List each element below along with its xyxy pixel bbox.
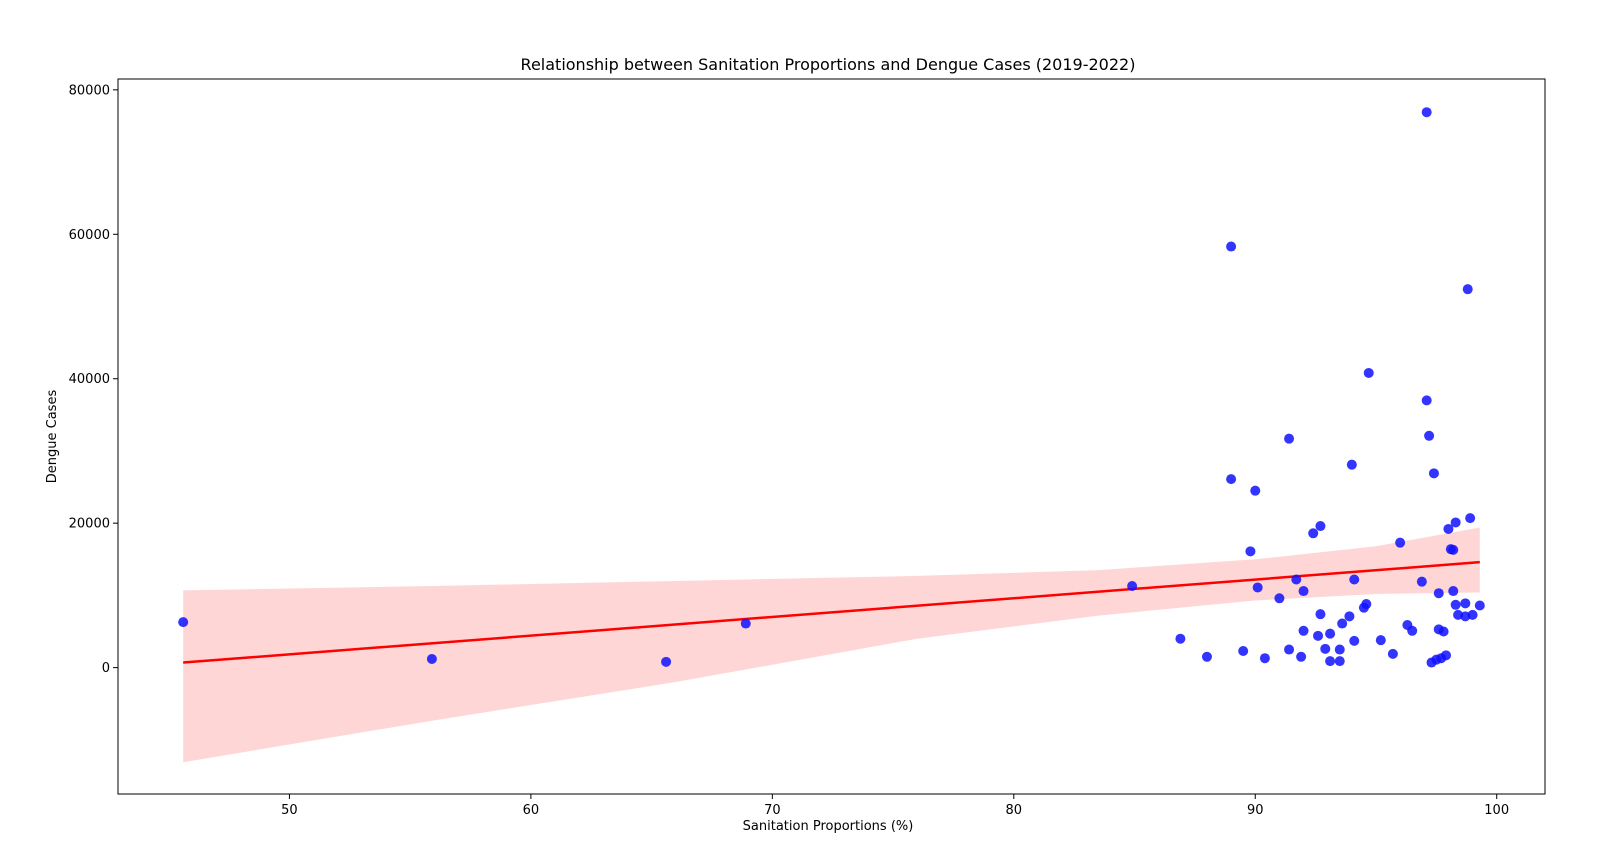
x-tick-label: 100 <box>1484 803 1509 818</box>
y-axis-ticks: 0 20000 40000 60000 80000 <box>69 83 118 676</box>
data-point <box>1226 474 1237 485</box>
y-axis-label: Dengue Cases <box>45 390 60 484</box>
data-point <box>1296 651 1307 662</box>
y-tick-label: 80000 <box>69 83 110 98</box>
data-point <box>1428 468 1439 479</box>
data-point <box>1298 625 1309 636</box>
data-point <box>1334 656 1345 667</box>
data-point <box>1448 544 1459 555</box>
data-point <box>1438 626 1449 637</box>
data-point <box>1284 433 1295 444</box>
data-point <box>1238 646 1249 656</box>
confidence-band <box>183 527 1480 763</box>
y-tick-label: 20000 <box>69 517 110 532</box>
x-axis-ticks: 50 60 70 80 90 100 <box>281 794 1509 818</box>
data-points-layer <box>178 107 1485 668</box>
data-point <box>1462 284 1473 295</box>
data-point <box>1387 648 1398 659</box>
data-point <box>1175 633 1186 644</box>
data-point <box>1315 609 1326 620</box>
data-point <box>1433 588 1444 599</box>
data-point <box>1474 600 1485 611</box>
data-point <box>1395 537 1406 548</box>
data-point <box>1308 528 1319 539</box>
x-tick-label: 50 <box>281 803 298 818</box>
y-tick-label: 60000 <box>69 228 110 243</box>
data-point <box>1315 521 1326 532</box>
regression-line <box>183 560 1480 664</box>
data-point <box>1250 485 1261 496</box>
data-point <box>1375 635 1386 646</box>
data-point <box>178 617 189 628</box>
data-point <box>1201 651 1212 662</box>
data-point <box>1344 611 1355 622</box>
data-point <box>1127 581 1138 591</box>
data-point <box>1460 598 1471 609</box>
x-tick-label: 80 <box>1006 803 1023 818</box>
data-point <box>1421 107 1432 118</box>
data-point <box>1298 586 1309 597</box>
data-point <box>1334 644 1345 655</box>
data-point <box>1361 599 1372 610</box>
data-point <box>1346 459 1357 470</box>
chart-title: Relationship between Sanitation Proporti… <box>521 55 1136 74</box>
data-point <box>1325 628 1336 639</box>
data-point <box>1349 635 1360 646</box>
regression-line-layer <box>183 560 1480 664</box>
x-tick-label: 90 <box>1247 803 1264 818</box>
x-tick-label: 60 <box>523 803 540 818</box>
data-point <box>1337 618 1348 629</box>
data-point <box>740 618 751 629</box>
data-point <box>1284 644 1295 655</box>
data-point <box>1320 643 1331 654</box>
data-point <box>1259 653 1270 664</box>
data-point <box>1450 517 1461 528</box>
data-point <box>1441 650 1452 661</box>
plot-frame <box>117 78 1546 795</box>
data-point <box>1443 523 1454 534</box>
data-point <box>1467 609 1478 620</box>
data-point <box>1252 582 1263 593</box>
data-point <box>426 653 437 664</box>
confidence-band-layer <box>183 527 1480 763</box>
data-point <box>1313 630 1324 641</box>
data-point <box>1407 625 1418 636</box>
data-point <box>1274 593 1285 604</box>
y-tick-label: 40000 <box>69 372 110 387</box>
data-point <box>1226 241 1237 252</box>
y-tick-label: 0 <box>102 661 110 676</box>
data-point <box>661 656 672 667</box>
x-tick-label: 70 <box>764 803 781 818</box>
data-point <box>1349 574 1360 585</box>
data-point <box>1245 546 1256 557</box>
data-point <box>1465 513 1476 524</box>
data-point <box>1325 656 1336 667</box>
data-point <box>1416 576 1427 587</box>
data-point <box>1363 367 1374 378</box>
data-point <box>1450 599 1461 610</box>
data-point <box>1421 395 1432 406</box>
x-axis-label: Sanitation Proportions (%) <box>743 819 914 834</box>
data-point <box>1448 586 1459 597</box>
data-point <box>1424 430 1435 441</box>
data-point <box>1291 574 1302 585</box>
